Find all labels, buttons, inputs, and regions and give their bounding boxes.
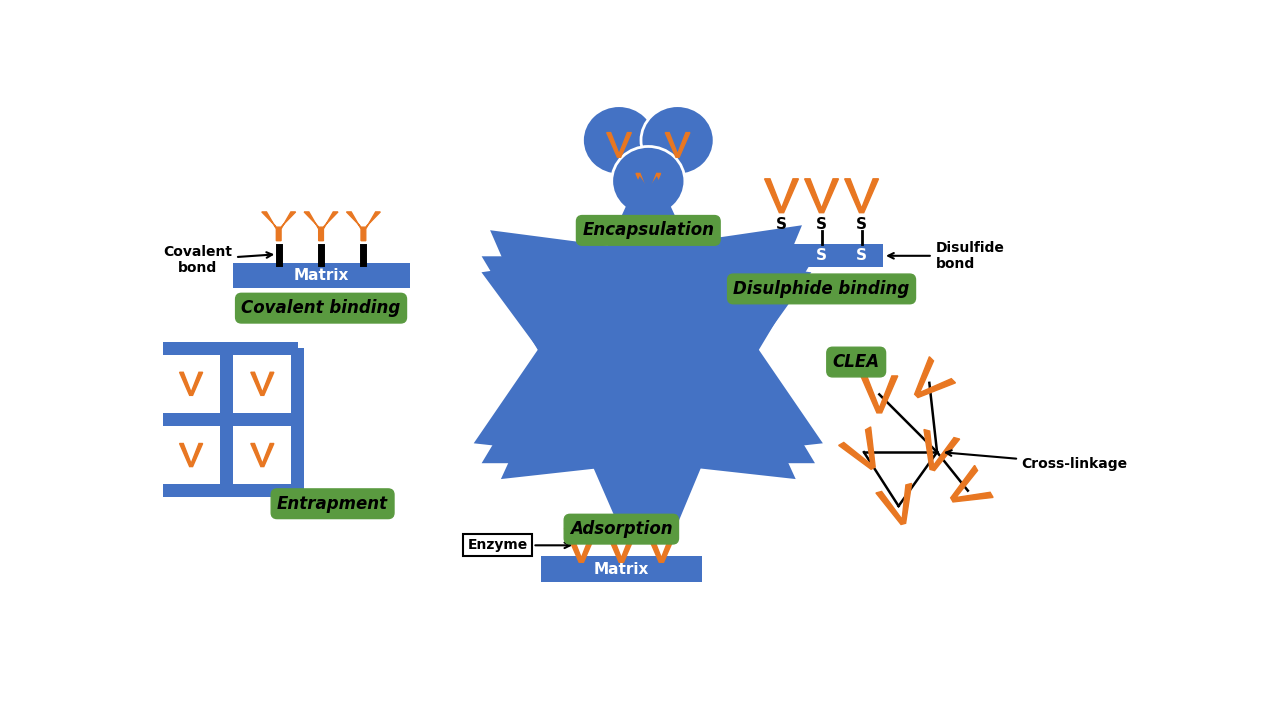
Text: Encapsulation: Encapsulation xyxy=(582,221,714,239)
Bar xyxy=(233,264,410,288)
Text: Covalent binding: Covalent binding xyxy=(242,299,401,317)
Bar xyxy=(155,342,298,355)
Polygon shape xyxy=(924,430,960,471)
Text: CLEA: CLEA xyxy=(832,353,879,371)
Polygon shape xyxy=(764,179,799,212)
Bar xyxy=(148,348,163,490)
Text: Adsorption: Adsorption xyxy=(570,520,673,538)
Polygon shape xyxy=(179,444,202,467)
Text: S: S xyxy=(856,248,867,264)
Text: Covalent
bond: Covalent bond xyxy=(164,245,273,275)
Ellipse shape xyxy=(582,106,655,175)
Text: Enzyme: Enzyme xyxy=(467,539,570,552)
Polygon shape xyxy=(564,528,598,562)
Polygon shape xyxy=(251,444,274,467)
Bar xyxy=(220,348,233,490)
Text: Entrapment: Entrapment xyxy=(276,495,388,513)
Polygon shape xyxy=(636,174,660,198)
Text: S: S xyxy=(776,248,787,264)
Text: Cross-linkage: Cross-linkage xyxy=(946,450,1128,471)
Bar xyxy=(760,244,883,267)
Ellipse shape xyxy=(641,106,714,175)
Text: Matrix: Matrix xyxy=(293,269,348,283)
Polygon shape xyxy=(805,179,838,212)
Text: Disulphide binding: Disulphide binding xyxy=(733,280,910,298)
Polygon shape xyxy=(951,465,993,502)
Polygon shape xyxy=(179,372,202,395)
Bar xyxy=(292,348,305,490)
Text: S: S xyxy=(856,217,867,233)
Bar xyxy=(540,556,703,582)
Polygon shape xyxy=(347,212,380,240)
Bar xyxy=(155,484,298,498)
Text: Enzyme
Immobilization
Techniques: Enzyme Immobilization Techniques xyxy=(556,322,741,397)
Text: S: S xyxy=(776,217,787,233)
Polygon shape xyxy=(915,356,955,397)
Polygon shape xyxy=(861,376,897,413)
Polygon shape xyxy=(838,427,876,469)
Polygon shape xyxy=(607,132,631,157)
Text: Matrix: Matrix xyxy=(594,562,649,577)
Polygon shape xyxy=(262,212,296,240)
Polygon shape xyxy=(644,528,678,562)
Polygon shape xyxy=(604,528,639,562)
Ellipse shape xyxy=(544,277,753,443)
Text: Disulfide
bond: Disulfide bond xyxy=(888,240,1005,271)
Polygon shape xyxy=(666,132,690,157)
Text: S: S xyxy=(817,248,827,264)
Polygon shape xyxy=(305,212,338,240)
Bar xyxy=(155,413,298,426)
Polygon shape xyxy=(251,372,274,395)
Polygon shape xyxy=(876,483,911,524)
Polygon shape xyxy=(845,179,878,212)
Ellipse shape xyxy=(612,146,685,216)
Text: S: S xyxy=(817,217,827,233)
